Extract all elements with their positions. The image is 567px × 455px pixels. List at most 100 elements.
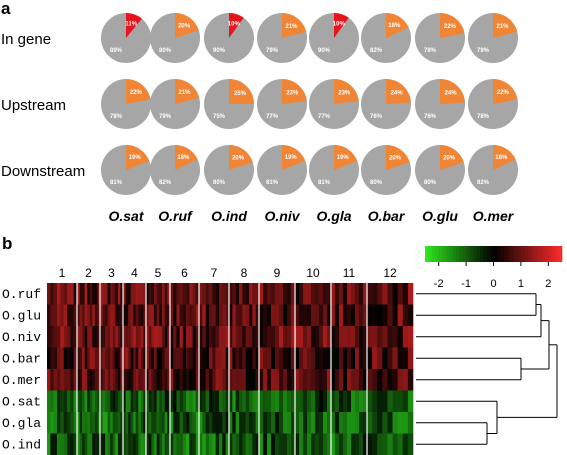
heat-cell-4-2-0 [100,369,103,391]
column-number-4: 4 [131,266,138,280]
pie-major-label-1-5: 76% [370,114,383,120]
heat-cell-4-5-5 [186,369,190,391]
heat-cell-7-4-7 [164,433,168,455]
heat-cell-3-6-7 [222,347,226,370]
heat-cell-1-1-5 [89,304,93,327]
heat-cell-2-5-4 [182,326,187,348]
heat-cell-5-5-0 [170,390,174,413]
heat-cell-5-5-3 [179,390,184,413]
heat-cell-7-10-4 [347,433,352,455]
heat-cell-1-5-3 [179,304,184,327]
heat-cell-1-5-6 [189,304,193,327]
heat-cell-7-4-1 [148,433,152,455]
heat-cell-5-11-4 [387,390,393,413]
heat-cell-6-3-4 [133,412,137,434]
heat-cell-2-7-6 [249,326,253,348]
heat-cell-6-9-6 [319,412,324,434]
heat-cell-4-10-8 [363,369,368,391]
heat-cell-2-6-6 [219,326,223,348]
heat-cell-0-8-8 [291,283,296,305]
heat-cell-6-11-8 [407,412,414,434]
heat-cell-3-10-3 [343,347,348,370]
column-number-6: 6 [181,266,188,280]
heat-cell-0-9-7 [323,283,328,305]
heat-cell-4-11-2 [377,369,383,391]
heat-cell-7-6-1 [202,433,206,455]
heat-cell-5-3-2 [128,390,131,413]
heat-cell-4-10-3 [343,369,348,391]
heat-cell-1-6-3 [209,304,213,327]
column-number-2: 2 [85,266,92,280]
heat-cell-3-11-6 [397,347,404,370]
heat-cell-1-7-2 [235,304,240,327]
heat-cell-7-7-4 [242,433,246,455]
heat-cell-6-0-0 [47,412,51,434]
heat-cell-2-2-7 [117,326,121,348]
heat-cell-0-9-2 [303,283,308,305]
heat-cell-0-7-5 [245,283,250,305]
heat-cell-2-3-7 [140,326,144,348]
heat-cell-2-7-4 [242,326,246,348]
pie-minor-slice-1-4 [334,79,359,104]
heat-cell-0-1-0 [77,283,80,305]
heat-cell-0-7-3 [239,283,243,305]
color-key-tick-label-1: -1 [461,278,471,290]
heat-cell-6-8-5 [279,412,284,434]
heat-cell-2-6-2 [205,326,210,348]
heat-cell-2-7-7 [252,326,256,348]
heat-cell-0-8-4 [275,283,280,305]
heat-cell-7-1-0 [77,433,80,455]
heat-cell-0-11-6 [397,283,404,305]
heat-cell-6-2-6 [115,412,119,434]
heat-cell-7-9-3 [307,433,312,455]
heat-cell-1-4-4 [156,304,160,327]
heat-cell-5-5-4 [182,390,187,413]
heat-cell-1-4-8 [167,304,171,327]
heat-cell-0-2-7 [117,283,121,305]
heat-cell-7-1-8 [97,433,101,455]
heat-cell-3-9-8 [327,347,332,370]
heat-cell-0-6-4 [212,283,216,305]
heat-cell-5-1-3 [84,390,88,413]
heat-cell-0-2-0 [100,283,103,305]
color-key-swatch-27 [517,246,522,262]
color-key-swatch-26 [514,246,518,262]
pie-minor-slice-1-6 [440,79,465,104]
heat-cell-7-7-1 [232,433,236,455]
heat-cell-3-6-2 [205,347,210,370]
heat-cell-7-2-3 [107,433,111,455]
heat-cell-3-8-5 [279,347,284,370]
heat-cell-1-6-7 [222,304,226,327]
heat-cell-7-6-5 [215,433,220,455]
heat-cell-6-8-4 [275,412,280,434]
heat-cell-4-9-2 [303,369,308,391]
heat-cell-5-8-7 [287,390,292,413]
heat-cell-3-6-0 [199,347,203,370]
heat-cell-3-2-1 [102,347,106,370]
heat-cell-7-6-8 [225,433,230,455]
heat-cell-5-3-1 [125,390,129,413]
heat-cell-0-10-6 [355,283,360,305]
heat-cell-1-8-3 [271,304,276,327]
heat-cell-7-2-2 [105,433,108,455]
heat-cell-5-7-6 [249,390,253,413]
heat-cell-4-6-4 [212,369,216,391]
panel-a-label: a [1,0,11,18]
heat-cell-5-10-8 [363,390,368,413]
heat-cell-3-11-0 [367,347,373,370]
heat-cell-7-10-5 [351,433,356,455]
heat-cell-0-1-7 [94,283,98,305]
heat-cell-0-9-1 [299,283,304,305]
pie-minor-label-2-1: 18% [177,155,190,161]
heat-cell-3-7-3 [239,347,243,370]
heat-cell-3-1-2 [82,347,85,370]
heat-cell-0-7-7 [252,283,256,305]
heat-cell-3-11-2 [377,347,383,370]
heat-cell-7-8-0 [259,433,264,455]
heat-cell-1-10-2 [339,304,344,327]
heat-cell-0-1-6 [92,283,96,305]
heat-cell-4-8-5 [279,369,284,391]
heat-cell-6-5-0 [170,412,174,434]
heat-cell-3-4-7 [164,347,168,370]
heat-cell-7-5-0 [170,433,174,455]
